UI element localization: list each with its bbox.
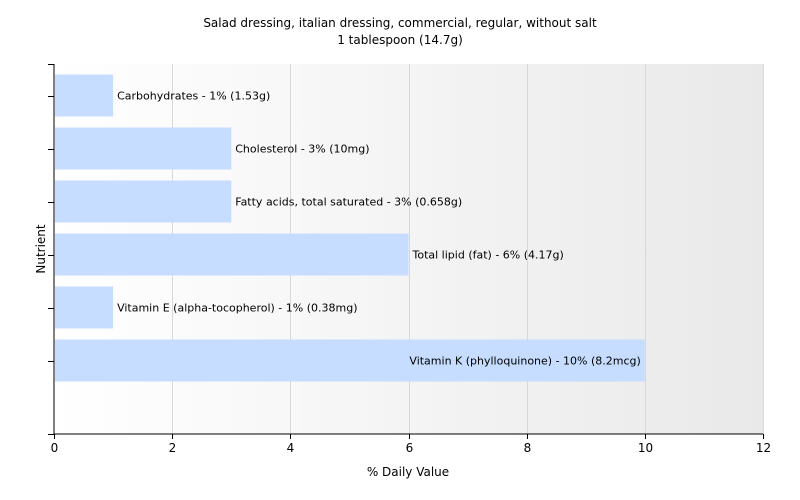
bar-labels: Carbohydrates - 1% (1.53g) Cholesterol - … (117, 90, 641, 368)
bar (55, 74, 114, 117)
x-axis-ticks: 0 2 4 6 8 10 12 (51, 434, 771, 455)
y-axis-ticks (48, 64, 54, 435)
x-tick-label: 12 (756, 441, 771, 455)
x-tick-label: 8 (524, 441, 532, 455)
x-tick-label: 4 (287, 441, 295, 455)
bar-data-label: Total lipid (fat) - 6% (4.17g) (412, 249, 564, 262)
bar (55, 339, 645, 382)
x-tick-label: 6 (406, 441, 414, 455)
x-tick-label: 2 (169, 441, 177, 455)
bar-data-label: Fatty acids, total saturated - 3% (0.658… (235, 196, 462, 209)
chart-subtitle: 1 tablespoon (14.7g) (337, 33, 463, 47)
bars (55, 74, 645, 382)
bar-data-label: Cholesterol - 3% (10mg) (235, 143, 369, 156)
bar-data-label: Carbohydrates - 1% (1.53g) (117, 90, 270, 103)
bar-data-label: Vitamin E (alpha-tocopherol) - 1% (0.38m… (117, 302, 357, 315)
bar (55, 286, 114, 329)
bar (55, 180, 232, 223)
bar (55, 233, 409, 276)
x-axis-label: % Daily Value (367, 465, 449, 479)
x-tick-label: 10 (638, 441, 653, 455)
chart-title: Salad dressing, italian dressing, commer… (203, 16, 597, 30)
bar (55, 127, 232, 170)
x-tick-label: 0 (51, 441, 59, 455)
y-axis-label: Nutrient (34, 224, 48, 274)
bar-data-label: Vitamin K (phylloquinone) - 10% (8.2mcg) (409, 355, 640, 368)
